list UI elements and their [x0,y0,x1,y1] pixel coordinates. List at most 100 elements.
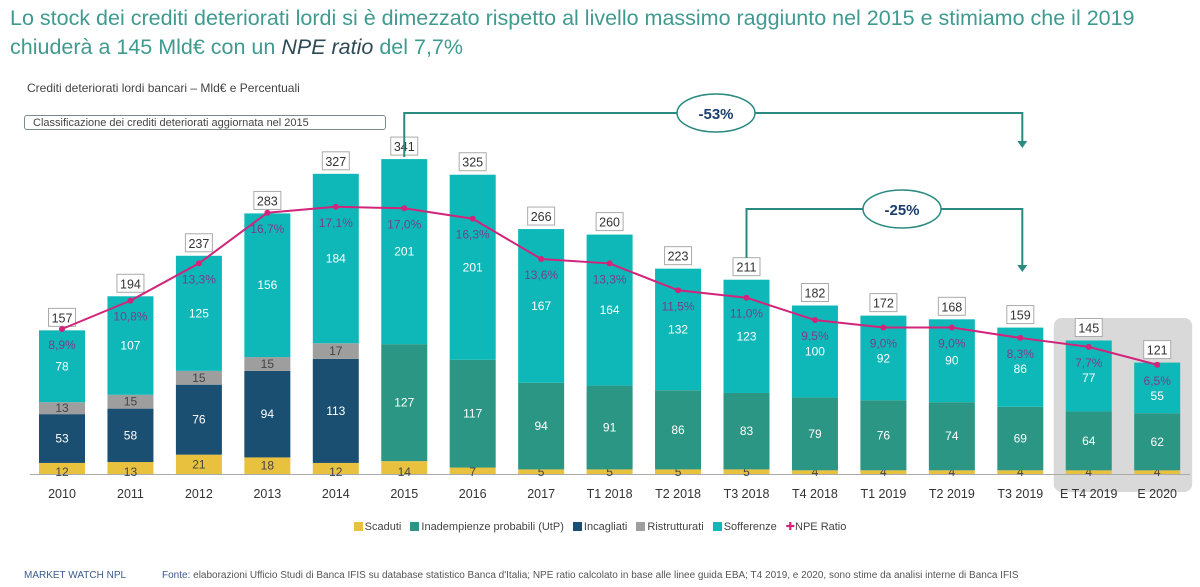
x-tick-label: T3 2019 [997,487,1043,501]
x-tick-label: 2013 [253,487,281,501]
total-label: 168 [941,300,962,314]
x-tick-label: 2016 [459,487,487,501]
data-label: 13 [55,401,69,415]
bar-segment [655,390,702,470]
title-line-2: chiuderà a 145 Mld€ con un NPE ratio del… [10,33,463,62]
data-label: 91 [603,420,617,434]
npe-ratio-label: 8,9% [48,338,76,352]
data-label: 5 [538,465,545,479]
bar-segment [381,159,428,345]
data-label: 4 [880,465,887,479]
bar-segment [586,469,633,474]
data-label: 164 [600,303,620,317]
title-italic: NPE ratio [281,35,374,59]
legend-label: Sofferenze [723,521,777,533]
data-label: 69 [1014,432,1028,446]
x-tick-label: 2014 [322,487,350,501]
x-tick-label: 2017 [527,487,555,501]
data-label: 201 [463,260,483,274]
bar-segment [39,414,85,463]
npe-ratio-point [948,324,955,331]
data-label: 113 [326,404,345,418]
npe-ratio-label: 11,0% [730,307,763,321]
npe-ratio-point [195,260,202,267]
bar-segment [518,229,565,383]
total-label-box [321,151,350,171]
x-tick-label: T1 2019 [860,487,906,501]
bar-segment [244,457,291,474]
total-label-box [184,233,213,253]
footer-source: Fonte: elaborazioni Ufficio Studi di Ban… [162,570,1019,581]
x-tick-label: 2012 [185,487,213,501]
data-label: 58 [124,428,138,442]
bar-segment [860,400,907,471]
data-label: 18 [261,459,275,473]
bar-segment [244,370,291,458]
bar-segment [655,469,702,474]
total-label-box [664,246,693,266]
npe-ratio-label: 6,5% [1144,374,1172,388]
npe-ratio-label: 13,3% [593,272,627,286]
data-label: 107 [120,339,140,353]
bar-segment [586,234,633,386]
total-label-box [1143,340,1172,360]
legend-npe-ratio: ✚NPE Ratio [786,521,847,533]
npe-ratio-point [59,325,65,332]
data-label: 17 [329,344,343,358]
bar-segment [39,402,85,415]
bar-segment [1065,340,1112,412]
bar-segment [175,370,222,385]
data-label: 21 [192,457,206,471]
change-badge [862,189,942,229]
data-label: 76 [192,413,206,427]
x-tick-label: T2 2019 [929,487,975,501]
bar-segment [1134,413,1181,471]
bar-segment [107,462,154,474]
npe-ratio-label: 9,0% [870,337,898,351]
total-label-box [595,212,624,232]
data-label: 76 [877,428,891,442]
title-line-1: Lo stock dei crediti deteriorati lordi s… [10,6,1135,30]
x-tick-label: T4 2018 [792,487,838,501]
bar-segment [449,359,496,468]
chart-subtitle: Crediti deteriorati lordi bancari – Mld€… [27,81,300,95]
data-label: 4 [949,465,956,479]
total-label: 283 [257,194,278,208]
bar-segment [107,296,154,395]
bar-segment [928,470,975,474]
npe-ratio-label: 10,8% [113,310,147,324]
bar-segment [312,173,359,344]
total-label-box [116,273,145,293]
legend-label: Incagliati [583,521,628,533]
data-label: 86 [671,423,685,437]
bar-segment [175,255,222,371]
legend-swatch [712,522,722,531]
footer-brand: MARKET WATCH NPL [24,570,127,581]
npe-ratio-point [675,287,682,294]
total-label: 182 [805,286,826,300]
title-text: del 7,7% [373,35,463,59]
npe-ratio-point [811,317,818,324]
total-label: 145 [1078,321,1099,335]
data-label: 5 [743,465,750,479]
legend-swatch [636,522,646,531]
data-label: 201 [394,245,414,259]
data-label: 167 [531,299,551,313]
npe-ratio-label: 8,3% [1007,347,1035,361]
bar-segment [1065,411,1112,471]
npe-ratio-label: 13,6% [524,268,558,282]
data-label: 132 [668,322,688,336]
footer: MARKET WATCH NPL Fonte: elaborazioni Uff… [24,570,1019,581]
total-label: 159 [1010,309,1031,323]
bar-segment [39,462,85,474]
data-label: 62 [1151,435,1165,449]
bar-segment [39,330,85,403]
legend-ristrutturati: Ristrutturati [636,521,704,533]
total-label: 194 [120,277,141,291]
npe-ratio-label: 17,1% [319,216,353,230]
data-label: 7 [469,465,476,479]
data-label: 4 [812,465,819,479]
npe-ratio-point [880,324,887,331]
data-label: 14 [398,465,412,479]
